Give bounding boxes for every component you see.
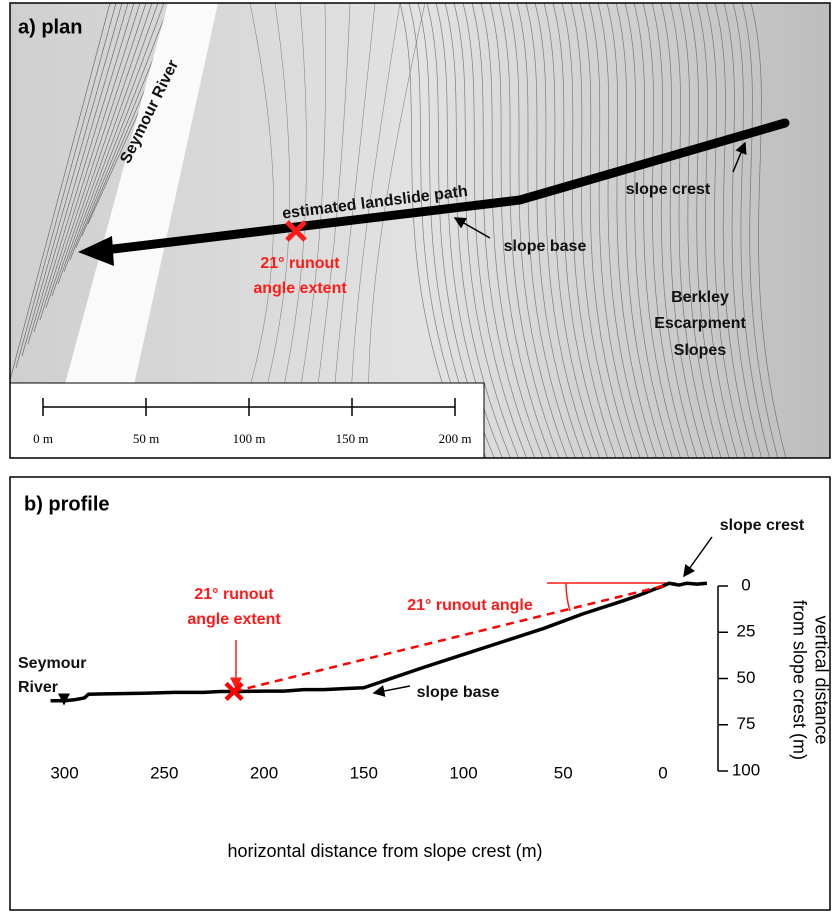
y-tick-label: 0 <box>741 575 750 594</box>
scale-label: 150 m <box>336 431 369 446</box>
runout-label: 21° runout <box>260 255 340 272</box>
y-tick-label: 25 <box>737 622 756 641</box>
annotation: slope crest <box>720 517 805 534</box>
x-tick-label: 50 <box>554 763 573 782</box>
annotation: River <box>18 679 58 696</box>
scale-label: 0 m <box>33 431 53 446</box>
x-axis-label: horizontal distance from slope crest (m) <box>227 841 542 861</box>
panel-title: a) plan <box>18 16 82 38</box>
escarpment-label: Berkley <box>671 289 729 306</box>
slope-base-label: slope base <box>504 238 587 255</box>
scale-label: 200 m <box>439 431 472 446</box>
x-tick-label: 250 <box>150 763 178 782</box>
y-axis-label: from slope crest (m) <box>789 600 809 760</box>
escarpment-label: Slopes <box>674 342 727 359</box>
x-tick-label: 300 <box>50 763 78 782</box>
scale-label: 50 m <box>133 431 159 446</box>
x-tick-label: 0 <box>658 763 667 782</box>
runout-label: angle extent <box>253 280 347 297</box>
x-tick-label: 100 <box>449 763 477 782</box>
annotation: Seymour <box>18 655 86 672</box>
annotation: 21° runout <box>194 586 274 603</box>
x-tick-label: 150 <box>350 763 378 782</box>
y-tick-label: 100 <box>732 760 760 779</box>
plan-panel: a) plan Seymour River estimated landslid… <box>10 3 830 458</box>
y-axis-label: vertical distance <box>811 615 831 744</box>
y-tick-label: 50 <box>737 668 756 687</box>
figure: a) plan Seymour River estimated landslid… <box>0 0 840 913</box>
annotation: 21° runout angle <box>407 597 533 614</box>
scale-box <box>10 383 484 458</box>
x-tick-label: 200 <box>250 763 278 782</box>
escarpment-label: Escarpment <box>654 315 746 332</box>
slope-crest-label: slope crest <box>626 181 711 198</box>
chart-title: b) profile <box>24 493 110 515</box>
y-tick-label: 75 <box>737 714 756 733</box>
annotation: slope base <box>417 684 500 701</box>
scale-label: 100 m <box>233 431 266 446</box>
annotation: angle extent <box>187 611 281 628</box>
